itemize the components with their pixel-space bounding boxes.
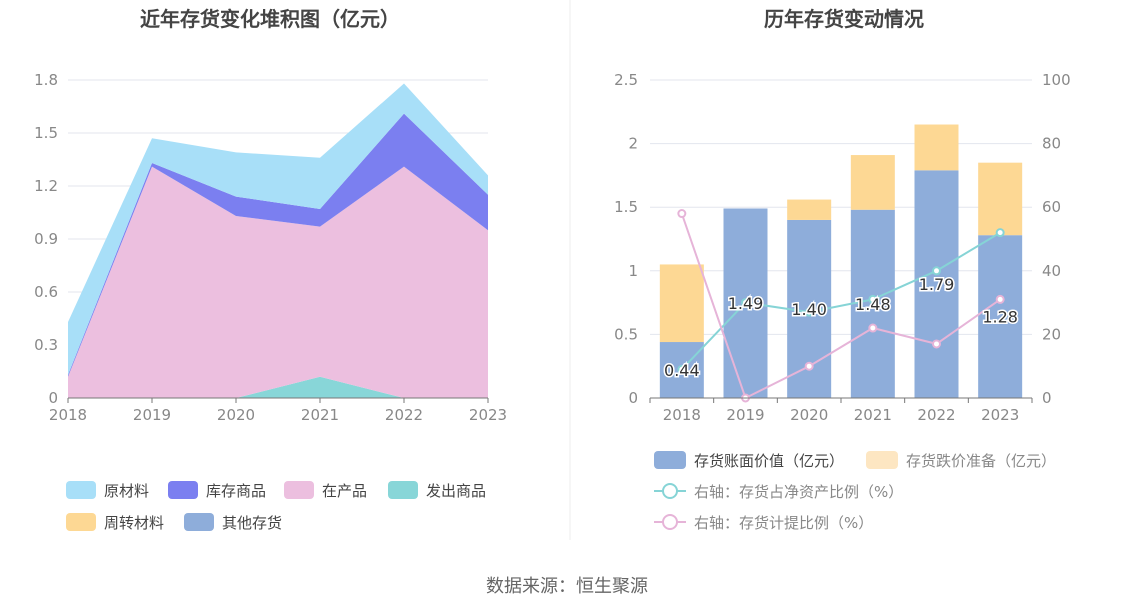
legend-label-0: 原材料 bbox=[104, 482, 149, 500]
line-0-point-2022 bbox=[932, 266, 941, 276]
data-source-footer: 数据来源：恒生聚源 bbox=[486, 576, 648, 597]
left-y-tick-label: 0 bbox=[48, 389, 58, 407]
left-y-tick-label: 0.3 bbox=[34, 336, 58, 354]
right-x-tick-label: 2019 bbox=[726, 406, 764, 424]
line-0-point-2023 bbox=[995, 228, 1005, 238]
bar-data-label-2020: 1.40 bbox=[791, 300, 827, 319]
line-0-point-2018 bbox=[677, 364, 687, 374]
left-x-tick-label: 2021 bbox=[301, 406, 339, 424]
line-1 bbox=[680, 213, 1001, 400]
left-x-tick-label: 2020 bbox=[217, 406, 255, 424]
legend-swatch-3 bbox=[388, 481, 418, 499]
line-0-point-2021 bbox=[868, 294, 878, 304]
line-1-point-2020 bbox=[804, 361, 814, 371]
legend-swatch-5 bbox=[184, 513, 214, 531]
left-chart-title: 近年存货变化堆积图（亿元） bbox=[140, 7, 400, 31]
bar-data-label-2023: 1.28 bbox=[982, 308, 1018, 327]
legend-label-3: 发出商品 bbox=[426, 482, 486, 500]
bar-1-2023 bbox=[978, 162, 1023, 236]
legend-swatch-impairment bbox=[866, 451, 898, 469]
legend-label-line-1: 右轴：存货计提比例（%） bbox=[694, 514, 873, 532]
bar-1-2021 bbox=[850, 155, 895, 210]
line-1-point-2023 bbox=[995, 294, 1005, 304]
bar-data-label-2018: 0.44 bbox=[664, 361, 700, 380]
line-1-point-2021 bbox=[868, 323, 878, 333]
legend-label-2: 在产品 bbox=[322, 482, 367, 500]
right-x-tick-label: 2023 bbox=[981, 406, 1019, 424]
area-2 bbox=[68, 166, 488, 398]
right-y-tick-label: 0.5 bbox=[614, 325, 638, 343]
bar-1-2022 bbox=[914, 124, 959, 171]
legend-swatch-4 bbox=[66, 513, 96, 531]
right-chart-title: 历年存货变动情况 bbox=[764, 7, 924, 31]
right-y2-tick-label: 60 bbox=[1042, 198, 1061, 216]
line-0-point-2020 bbox=[804, 307, 814, 317]
legend-marker-0 bbox=[662, 483, 678, 499]
line-1-point-2018 bbox=[677, 209, 687, 219]
right-y-tick-label: 1 bbox=[628, 262, 638, 280]
legend-swatch-2 bbox=[284, 481, 314, 499]
line-1-point-2022 bbox=[932, 339, 941, 349]
left-y-tick-label: 0.6 bbox=[34, 283, 58, 301]
left-y-tick-label: 1.5 bbox=[34, 124, 58, 142]
legend-label-4: 周转材料 bbox=[104, 514, 164, 532]
line-0 bbox=[681, 231, 1001, 371]
left-x-tick-label: 2023 bbox=[469, 406, 507, 424]
combo-bar-line-chart: 历年存货变动情况 0.44 1.49 1.40 1.48 1.79 1.28 0 0.5 1 1… bbox=[614, 7, 1071, 532]
right-y-tick-label: 2 bbox=[628, 135, 638, 153]
legend-label-line-0: 右轴：存货占净资产比例（%） bbox=[694, 483, 903, 501]
legend-swatch-book-value bbox=[654, 451, 686, 469]
right-y2-tick-label: 20 bbox=[1042, 325, 1061, 343]
left-x-tick-label: 2018 bbox=[49, 406, 87, 424]
bar-0-2022 bbox=[914, 170, 959, 398]
left-y-tick-label: 0.9 bbox=[34, 230, 58, 248]
left-x-tick-label: 2019 bbox=[133, 406, 171, 424]
left-y-tick-label: 1.2 bbox=[34, 177, 58, 195]
right-x-tick-label: 2020 bbox=[790, 406, 828, 424]
bar-0-2023 bbox=[978, 235, 1023, 398]
stacked-area-chart: 近年存货变化堆积图（亿元） 0 0.3 0.6 0.9 1.2 1.5 1.8 2018 201… bbox=[34, 7, 507, 532]
bar-1-2020 bbox=[787, 199, 832, 220]
right-y2-tick-label: 40 bbox=[1042, 262, 1061, 280]
area-0 bbox=[68, 83, 488, 375]
bar-data-label-2021: 1.48 bbox=[855, 295, 891, 314]
right-y-tick-label: 1.5 bbox=[614, 198, 638, 216]
left-x-tick-label: 2022 bbox=[385, 406, 423, 424]
right-x-tick-label: 2022 bbox=[917, 406, 955, 424]
right-y2-tick-label: 0 bbox=[1042, 389, 1052, 407]
legend-swatch-0 bbox=[66, 481, 96, 499]
right-x-tick-label: 2021 bbox=[854, 406, 892, 424]
legend-label-5: 其他存货 bbox=[222, 514, 282, 532]
legend-label-book-value: 存货账面价值（亿元） bbox=[694, 452, 844, 470]
area-1 bbox=[68, 113, 488, 377]
left-y-tick-label: 1.8 bbox=[34, 71, 58, 89]
legend-swatch-1 bbox=[168, 481, 198, 499]
legend-marker-1 bbox=[662, 514, 678, 530]
line-0-point-2019 bbox=[741, 298, 750, 308]
right-y-tick-label: 2.5 bbox=[614, 71, 638, 89]
right-y2-tick-label: 100 bbox=[1042, 71, 1071, 89]
right-y-tick-label: 0 bbox=[628, 389, 638, 407]
legend-label-1: 库存商品 bbox=[206, 482, 266, 500]
right-x-tick-label: 2018 bbox=[663, 406, 701, 424]
bar-data-label-2022: 1.79 bbox=[919, 275, 955, 294]
legend-label-impairment: 存货跌价准备（亿元） bbox=[906, 452, 1056, 470]
bar-1-2018 bbox=[659, 264, 704, 343]
right-y2-tick-label: 80 bbox=[1042, 135, 1061, 153]
bar-data-label-2019: 1.49 bbox=[728, 294, 764, 313]
